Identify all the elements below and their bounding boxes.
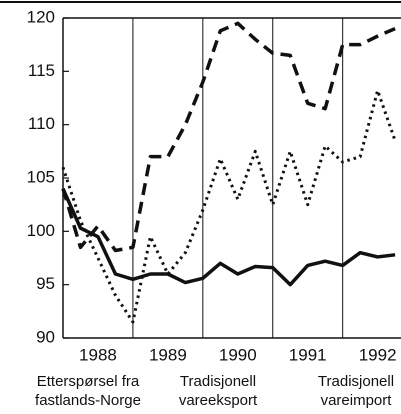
y-tick-label: 100 [27, 221, 55, 240]
x-tick-label: 1990 [219, 345, 257, 364]
chart: 90 95 100 105 110 115 120 1988 1989 1990 1991 1992 [0, 1, 401, 364]
x-tick-label: 1992 [359, 345, 397, 364]
line-series [61, 89, 397, 324]
legend-entry: Tradisjonell vareimport [317, 373, 395, 409]
y-tick-label: 115 [28, 61, 55, 80]
y-tick-label: 110 [28, 114, 55, 133]
x-tick-label: 1989 [149, 345, 187, 364]
x-tick-label: 1991 [289, 345, 327, 364]
legend-entry: Etterspørsel fra fastlands-Norge [35, 373, 141, 409]
y-tick-label: 95 [36, 274, 55, 293]
x-tick-label: 1988 [79, 345, 117, 364]
y-tick-label: 105 [27, 167, 55, 186]
line-series [61, 187, 396, 287]
y-tick-label: 120 [27, 7, 55, 26]
y-tick-label: 90 [36, 327, 55, 346]
legend-entry: Tradisjonell vareeksport [178, 373, 258, 409]
line-series [61, 21, 396, 253]
